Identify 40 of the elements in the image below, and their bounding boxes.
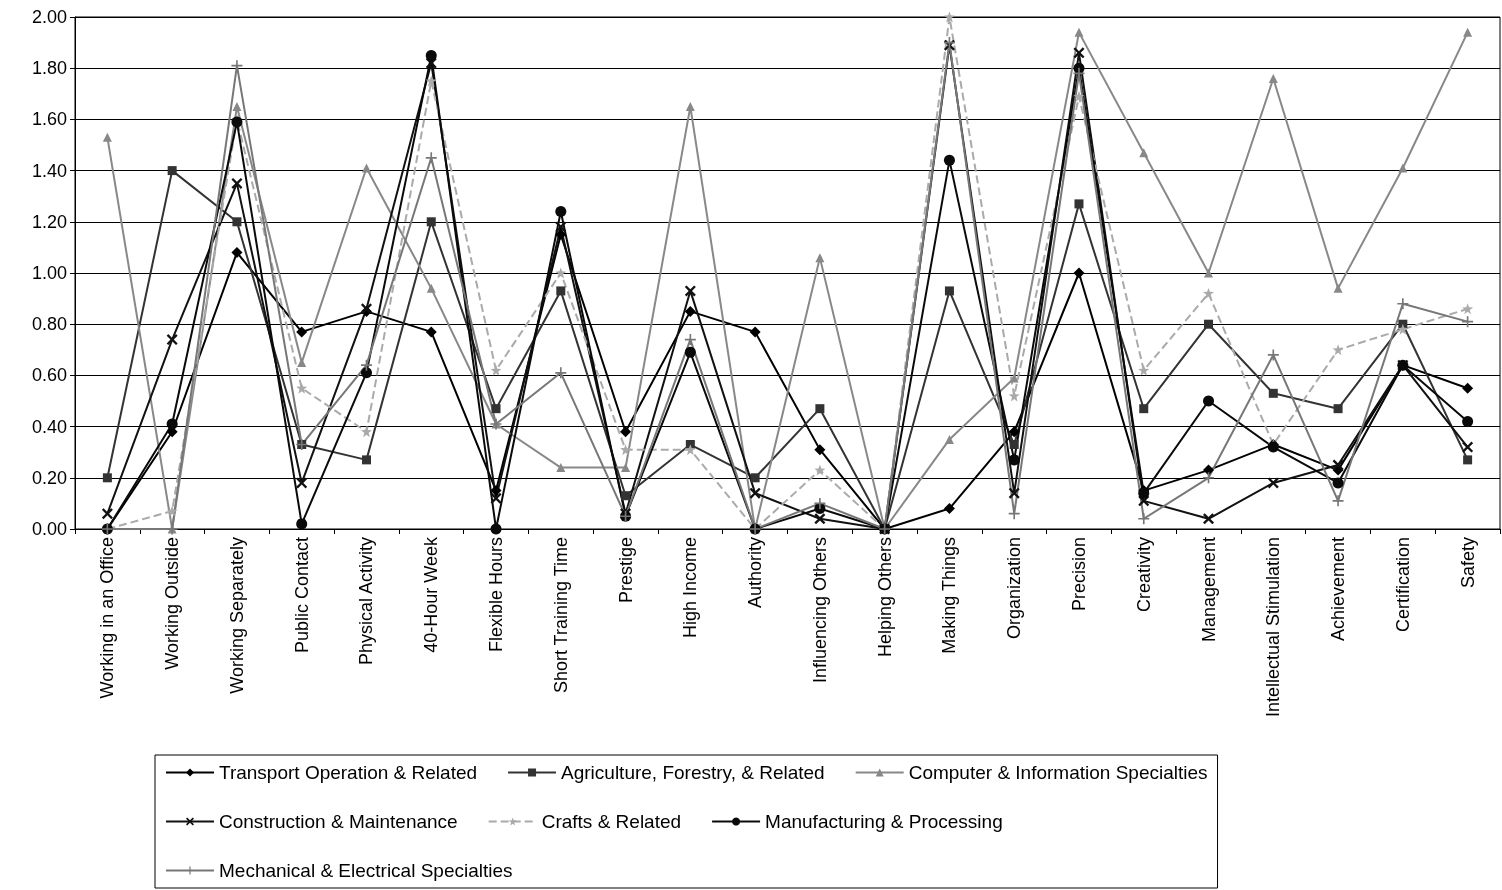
- y-tick-label: 0.00: [31, 519, 67, 539]
- y-tick-label: 1.20: [31, 211, 67, 232]
- x-tick-label: Flexible Hours: [486, 537, 507, 653]
- x-tick-label: Working in an Office: [97, 537, 118, 699]
- legend-label: Computer & Information Specialties: [908, 762, 1208, 783]
- x-tick-label: Achievement: [1328, 537, 1349, 642]
- x-tick-label: Precision: [1068, 537, 1089, 612]
- x-tick-label: Public Contact: [291, 537, 312, 654]
- x-tick-label: Physical Activity: [356, 537, 377, 666]
- x-tick-label: Prestige: [615, 537, 636, 604]
- x-tick-label: Helping Others: [874, 537, 895, 658]
- x-tick-label: High Income: [680, 537, 701, 639]
- x-tick-label: 40-Hour Week: [421, 536, 442, 653]
- y-tick-label: 1.00: [31, 263, 67, 283]
- x-tick-label: Safety: [1457, 537, 1478, 589]
- x-tick-label: Intellectual Stimulation: [1263, 537, 1284, 718]
- x-tick-label: Creativity: [1133, 537, 1154, 613]
- y-tick-label: 1.80: [31, 58, 67, 79]
- x-tick-label: Making Things: [939, 537, 960, 654]
- y-tick-label: 0.80: [31, 314, 67, 335]
- y-tick-label: 2.00: [31, 7, 67, 27]
- y-tick-label: 0.40: [31, 416, 67, 437]
- legend-label: Crafts & Related: [541, 811, 682, 832]
- legend-label: Transport Operation & Related: [219, 762, 478, 783]
- legend-label: Agriculture, Forestry, & Related: [561, 762, 825, 783]
- x-tick-label: Working Outside: [162, 537, 183, 670]
- x-tick-label: Working Separately: [226, 537, 247, 694]
- x-tick-label: Influencing Others: [809, 537, 830, 684]
- x-tick-label: Management: [1198, 537, 1219, 643]
- legend-label: Construction & Maintenance: [219, 811, 458, 832]
- x-tick-label: Short Training Time: [550, 537, 571, 694]
- x-tick-label: Organization: [1004, 537, 1025, 640]
- x-tick-label: Certification: [1392, 537, 1413, 633]
- y-tick-label: 0.60: [31, 365, 67, 386]
- legend-label: Manufacturing & Processing: [765, 811, 1003, 832]
- y-tick-label: 1.40: [31, 160, 67, 181]
- legend-label: Mechanical & Electrical Specialties: [219, 860, 513, 881]
- y-tick-label: 1.60: [31, 109, 67, 130]
- y-tick-label: 0.20: [31, 467, 67, 488]
- x-tick-label: Authority: [745, 537, 766, 609]
